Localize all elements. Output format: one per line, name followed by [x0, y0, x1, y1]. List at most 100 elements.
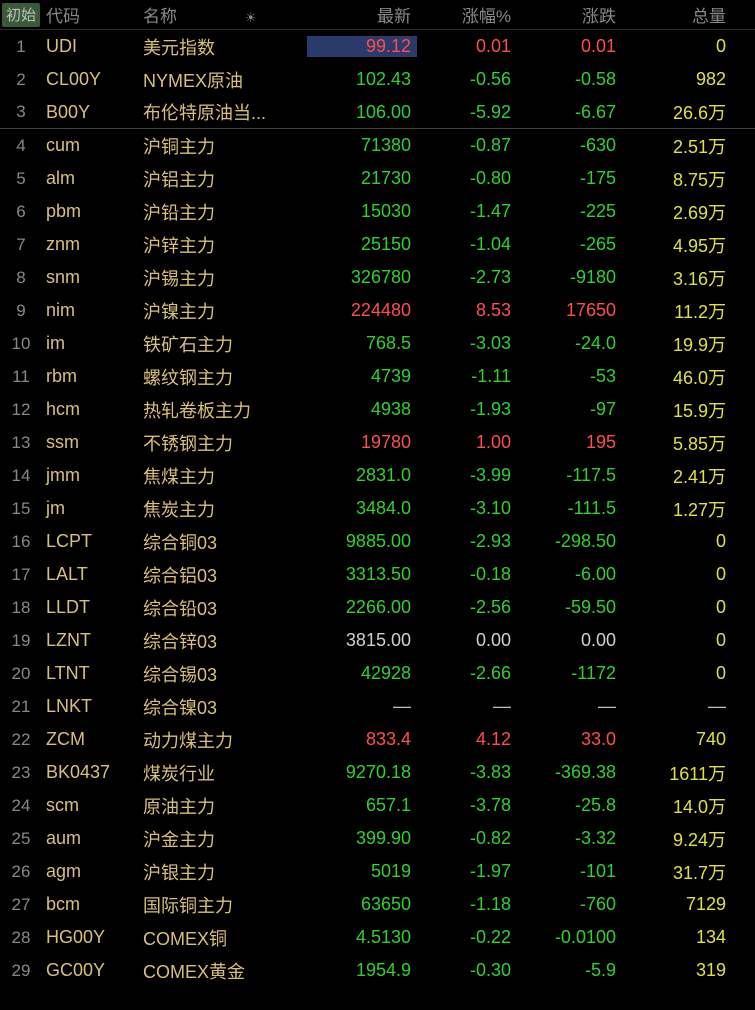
table-row[interactable]: 14jmm焦煤主力2831.0-3.99-117.52.41万 — [0, 459, 755, 492]
cell-pct: -2.66 — [417, 663, 517, 684]
table-row[interactable]: 2CL00YNYMEX原油102.43-0.56-0.58982 — [0, 63, 755, 96]
cell-code: bcm — [42, 894, 137, 915]
cell-code: LLDT — [42, 597, 137, 618]
cell-code: LALT — [42, 564, 137, 585]
cell-pct: 0.00 — [417, 630, 517, 651]
col-header-latest[interactable]: 最新 — [307, 2, 417, 27]
table-row[interactable]: 10im铁矿石主力768.5-3.03-24.019.9万 — [0, 327, 755, 360]
cell-pct: -2.56 — [417, 597, 517, 618]
cell-volume: 15.9万 — [622, 397, 732, 423]
cell-name: 铁矿石主力 — [137, 331, 307, 357]
table-row[interactable]: 27bcm国际铜主力63650-1.18-7607129 — [0, 888, 755, 921]
cell-change: -298.50 — [517, 531, 622, 552]
cell-pct: -2.93 — [417, 531, 517, 552]
cell-name: 焦炭主力 — [137, 496, 307, 522]
cell-pct: -0.56 — [417, 69, 517, 90]
table-row[interactable]: 12hcm热轧卷板主力4938-1.93-9715.9万 — [0, 393, 755, 426]
cell-latest: 3815.00 — [307, 630, 417, 651]
cell-pct: -3.83 — [417, 762, 517, 783]
cell-latest: 63650 — [307, 894, 417, 915]
cell-pct: -1.47 — [417, 201, 517, 222]
table-row[interactable]: 3B00Y布伦特原油当...106.00-5.92-6.6726.6万 — [0, 96, 755, 129]
cell-code: rbm — [42, 366, 137, 387]
cell-pct: -3.99 — [417, 465, 517, 486]
table-row[interactable]: 23BK0437煤炭行业9270.18-3.83-369.381611万 — [0, 756, 755, 789]
cell-name: 综合铝03 — [137, 562, 307, 588]
init-button[interactable]: 初始 — [2, 3, 40, 27]
cell-name: 沪镍主力 — [137, 298, 307, 324]
table-row[interactable]: 22ZCM动力煤主力833.44.1233.0740 — [0, 723, 755, 756]
table-row[interactable]: 9nim沪镍主力2244808.531765011.2万 — [0, 294, 755, 327]
cell-change: -369.38 — [517, 762, 622, 783]
col-name-label: 名称 — [143, 7, 177, 26]
cell-pct: -0.87 — [417, 135, 517, 156]
cell-code: jm — [42, 498, 137, 519]
cell-volume: 31.7万 — [622, 859, 732, 885]
cell-pct: -1.93 — [417, 399, 517, 420]
table-row[interactable]: 25aum沪金主力399.90-0.82-3.329.24万 — [0, 822, 755, 855]
cell-change: -59.50 — [517, 597, 622, 618]
row-number: 2 — [0, 70, 42, 90]
col-header-pct[interactable]: 涨幅% — [417, 2, 517, 27]
rows-container: 1UDI美元指数99.120.010.0102CL00YNYMEX原油102.4… — [0, 30, 755, 987]
cell-change: -25.8 — [517, 795, 622, 816]
row-number: 20 — [0, 664, 42, 684]
cell-name: 布伦特原油当... — [137, 99, 307, 125]
cell-name: NYMEX原油 — [137, 67, 307, 93]
table-row[interactable]: 21LNKT综合镍03———— — [0, 690, 755, 723]
table-row[interactable]: 24scm原油主力657.1-3.78-25.814.0万 — [0, 789, 755, 822]
cell-volume: 982 — [622, 69, 732, 90]
row-number: 11 — [0, 367, 42, 387]
cell-change: 17650 — [517, 300, 622, 321]
cell-latest: 106.00 — [307, 102, 417, 123]
cell-change: -760 — [517, 894, 622, 915]
cell-latest: 9885.00 — [307, 531, 417, 552]
cell-volume: 1.27万 — [622, 496, 732, 522]
table-row[interactable]: 5alm沪铝主力21730-0.80-1758.75万 — [0, 162, 755, 195]
cell-volume: 0 — [622, 36, 732, 57]
cell-code: znm — [42, 234, 137, 255]
row-number: 24 — [0, 796, 42, 816]
cell-code: B00Y — [42, 102, 137, 123]
table-row[interactable]: 19LZNT综合锌033815.000.000.000 — [0, 624, 755, 657]
table-row[interactable]: 28HG00YCOMEX铜4.5130-0.22-0.0100134 — [0, 921, 755, 954]
table-row[interactable]: 6pbm沪铅主力15030-1.47-2252.69万 — [0, 195, 755, 228]
table-row[interactable]: 1UDI美元指数99.120.010.010 — [0, 30, 755, 63]
cell-latest: 4.5130 — [307, 927, 417, 948]
cell-latest: 399.90 — [307, 828, 417, 849]
table-row[interactable]: 8snm沪锡主力326780-2.73-91803.16万 — [0, 261, 755, 294]
table-row[interactable]: 15jm焦炭主力3484.0-3.10-111.51.27万 — [0, 492, 755, 525]
cell-latest: 768.5 — [307, 333, 417, 354]
table-row[interactable]: 18LLDT综合铅032266.00-2.56-59.500 — [0, 591, 755, 624]
col-header-volume[interactable]: 总量 — [622, 2, 732, 27]
cell-code: LZNT — [42, 630, 137, 651]
cell-volume: 26.6万 — [622, 99, 732, 125]
table-row[interactable]: 11rbm螺纹钢主力4739-1.11-5346.0万 — [0, 360, 755, 393]
table-row[interactable]: 29GC00YCOMEX黄金1954.9-0.30-5.9319 — [0, 954, 755, 987]
col-header-name[interactable]: 名称 ☀ — [137, 2, 307, 27]
table-row[interactable]: 26agm沪银主力5019-1.97-10131.7万 — [0, 855, 755, 888]
row-number: 13 — [0, 433, 42, 453]
table-row[interactable]: 16LCPT综合铜039885.00-2.93-298.500 — [0, 525, 755, 558]
cell-pct: -3.78 — [417, 795, 517, 816]
cell-pct: -1.04 — [417, 234, 517, 255]
table-row[interactable]: 17LALT综合铝033313.50-0.18-6.000 — [0, 558, 755, 591]
table-row[interactable]: 13ssm不锈钢主力197801.001955.85万 — [0, 426, 755, 459]
cell-latest: 4739 — [307, 366, 417, 387]
table-row[interactable]: 20LTNT综合锡0342928-2.66-11720 — [0, 657, 755, 690]
cell-change: 0.01 — [517, 36, 622, 57]
row-number: 10 — [0, 334, 42, 354]
cell-pct: 1.00 — [417, 432, 517, 453]
row-number: 29 — [0, 961, 42, 981]
col-header-code[interactable]: 代码 — [42, 2, 137, 27]
table-row[interactable]: 7znm沪锌主力25150-1.04-2654.95万 — [0, 228, 755, 261]
cell-change: -5.9 — [517, 960, 622, 981]
cell-change: -265 — [517, 234, 622, 255]
table-row[interactable]: 4cum沪铜主力71380-0.87-6302.51万 — [0, 129, 755, 162]
row-number: 21 — [0, 697, 42, 717]
row-number: 5 — [0, 169, 42, 189]
cell-code: cum — [42, 135, 137, 156]
col-header-change[interactable]: 涨跌 — [517, 2, 622, 27]
cell-volume: 8.75万 — [622, 166, 732, 192]
sort-icon: ☀ — [242, 10, 260, 26]
